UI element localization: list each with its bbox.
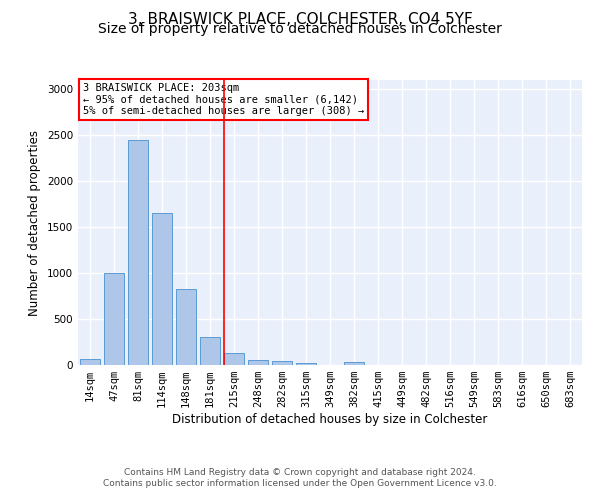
Bar	[344, 362, 364, 365]
Text: Size of property relative to detached houses in Colchester: Size of property relative to detached ho…	[98, 22, 502, 36]
Text: 3, BRAISWICK PLACE, COLCHESTER, CO4 5YF: 3, BRAISWICK PLACE, COLCHESTER, CO4 5YF	[128, 12, 472, 28]
Bar	[272, 361, 292, 365]
Bar	[200, 338, 220, 365]
Text: 3 BRAISWICK PLACE: 203sqm
← 95% of detached houses are smaller (6,142)
5% of sem: 3 BRAISWICK PLACE: 203sqm ← 95% of detac…	[83, 83, 364, 116]
Bar	[176, 288, 196, 365]
Bar	[296, 362, 316, 365]
Bar	[224, 353, 244, 365]
X-axis label: Distribution of detached houses by size in Colchester: Distribution of detached houses by size …	[172, 413, 488, 426]
Text: Contains HM Land Registry data © Crown copyright and database right 2024.
Contai: Contains HM Land Registry data © Crown c…	[103, 468, 497, 487]
Y-axis label: Number of detached properties: Number of detached properties	[28, 130, 41, 316]
Bar	[248, 360, 268, 365]
Bar	[104, 273, 124, 365]
Bar	[80, 360, 100, 365]
Bar	[128, 140, 148, 365]
Bar	[152, 214, 172, 365]
